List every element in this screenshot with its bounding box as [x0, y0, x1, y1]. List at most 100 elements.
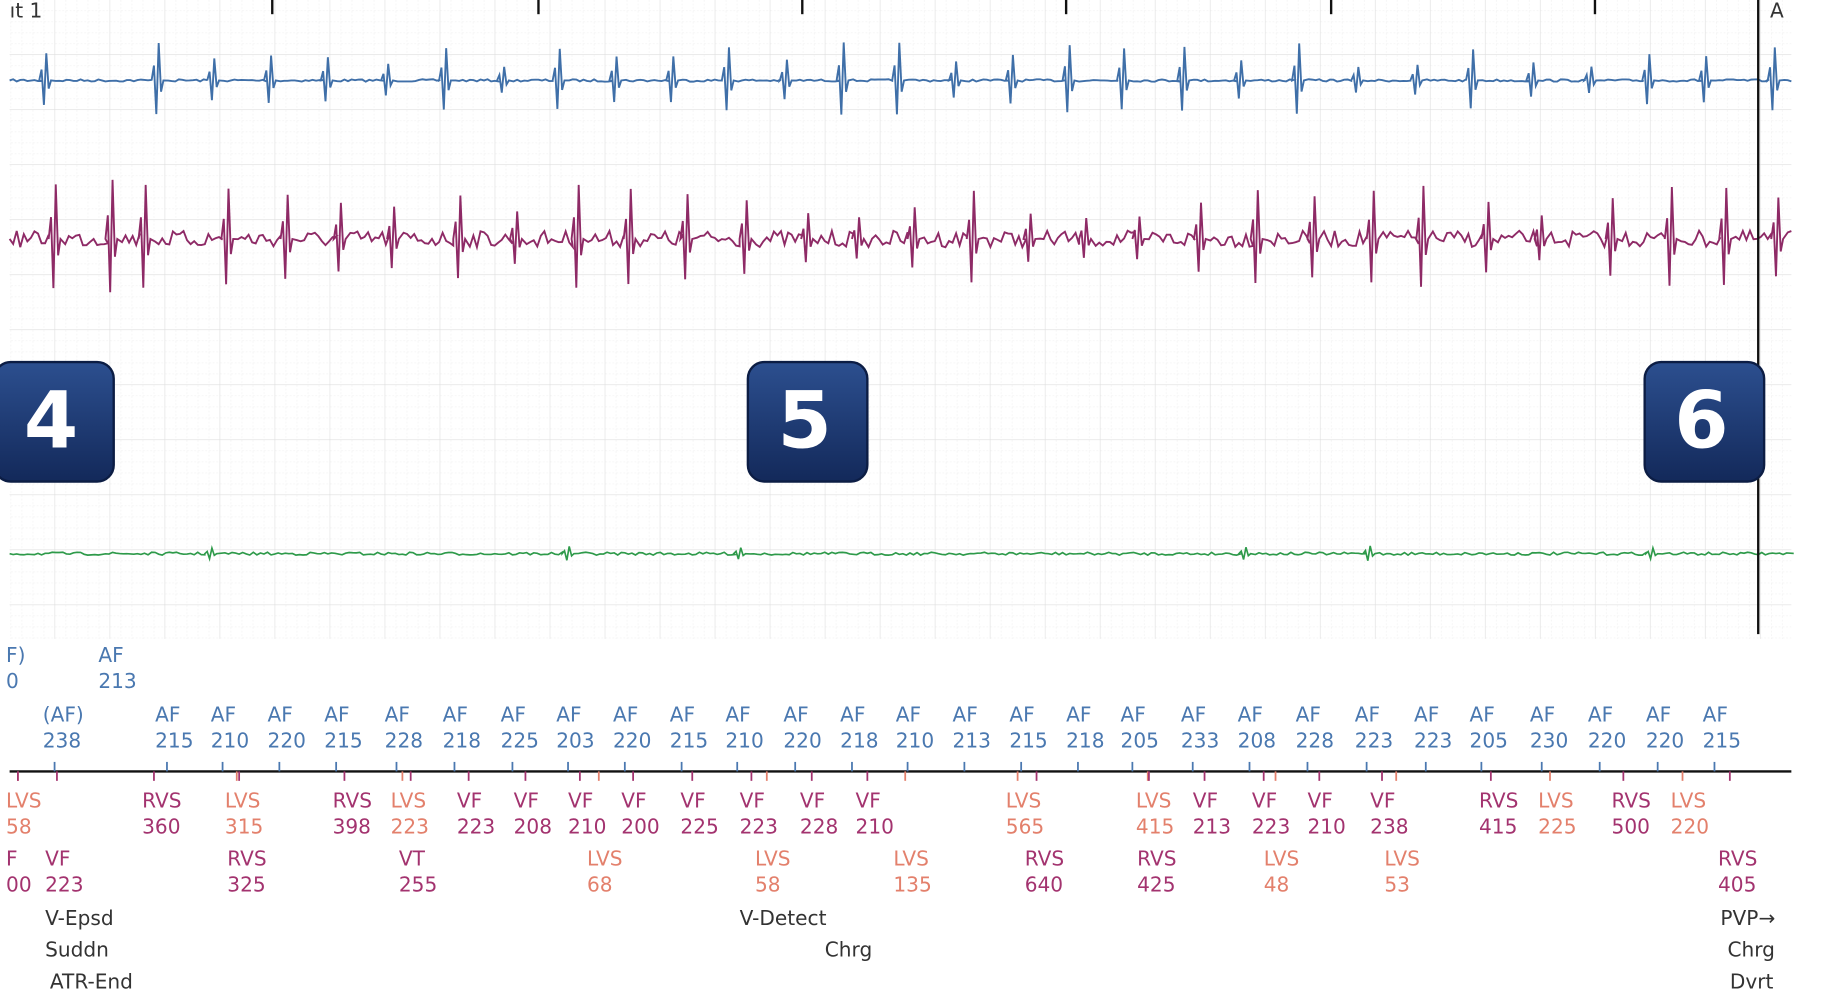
marker-value: 223	[1252, 815, 1290, 839]
marker-value: 225	[501, 728, 539, 752]
marker-value: 48	[1264, 873, 1290, 897]
marker-value: 223	[740, 815, 778, 839]
marker-value: 205	[1470, 728, 1508, 752]
marker-label: RVS	[1612, 789, 1651, 813]
marker-label: LVS	[1136, 789, 1172, 813]
marker-label: AF	[1355, 702, 1380, 726]
marker-value: 220	[1646, 728, 1684, 752]
marker-label: AF	[1238, 702, 1263, 726]
marker-value: 213	[953, 728, 991, 752]
marker-value: 398	[333, 815, 371, 839]
marker-label: VF	[800, 789, 825, 813]
marker-label: AF	[324, 702, 349, 726]
annotation: V-Epsd	[45, 906, 114, 930]
marker-value: 223	[1414, 728, 1452, 752]
annotation: ATR-End	[50, 970, 133, 994]
marker-value: 215	[155, 728, 193, 752]
marker-label: AF	[556, 702, 581, 726]
marker-label: AF	[155, 702, 180, 726]
marker-value: 228	[1296, 728, 1334, 752]
marker-value: 223	[45, 873, 83, 897]
badges: 4 5 6	[0, 360, 1766, 483]
marker-value: 238	[1370, 815, 1408, 839]
waveform	[8, 179, 1792, 293]
badge	[0, 360, 115, 483]
marker-label: VF	[45, 847, 70, 871]
marker-label: AF	[670, 702, 695, 726]
marker-value: 228	[800, 815, 838, 839]
marker-label: AF	[725, 702, 750, 726]
marker-label: AF	[840, 702, 865, 726]
marker-value: 218	[443, 728, 481, 752]
marker-value: 58	[755, 873, 781, 897]
marker-value: 415	[1136, 815, 1174, 839]
marker-label: LVS	[1264, 847, 1300, 871]
marker-label: AF	[501, 702, 526, 726]
marker-label: VF	[1370, 789, 1395, 813]
marker-value: 220	[613, 728, 651, 752]
marker-value: 210	[1307, 815, 1345, 839]
marker-value: 218	[840, 728, 878, 752]
marker-value: 228	[385, 728, 423, 752]
marker-value: 205	[1121, 728, 1159, 752]
waveform	[9, 42, 1792, 115]
marker-value: 208	[514, 815, 552, 839]
marker-value: 215	[1009, 728, 1047, 752]
marker-value: 233	[1181, 728, 1219, 752]
marker-label: LVS	[893, 847, 929, 871]
marker-value: 203	[556, 728, 594, 752]
marker-label: AF	[1121, 702, 1146, 726]
marker-label: LVS	[6, 789, 42, 813]
annotation: Suddn	[45, 938, 109, 962]
marker-label: LVS	[587, 847, 623, 871]
annotation: Dvrt	[1730, 970, 1774, 994]
waveform	[9, 544, 1794, 562]
marker-value: 215	[1703, 728, 1741, 752]
marker-label: VF	[568, 789, 593, 813]
marker-value: 405	[1718, 873, 1756, 897]
marker-value: 210	[856, 815, 894, 839]
markers: F)0AF213(AF)238AF215AF210AF220AF215AF228…	[6, 643, 1775, 994]
marker-label: AF	[1414, 702, 1439, 726]
marker-label: VF	[621, 789, 646, 813]
marker-label: VF	[514, 789, 539, 813]
marker-label: VF	[1307, 789, 1332, 813]
marker-label: VF	[1193, 789, 1218, 813]
waveforms	[8, 42, 1794, 562]
marker-label: RVS	[1718, 847, 1757, 871]
marker-value: 58	[6, 815, 32, 839]
badge	[746, 360, 869, 483]
marker-value: 68	[587, 873, 613, 897]
marker-value: 325	[227, 873, 265, 897]
marker-value: 565	[1006, 815, 1044, 839]
marker-value: 208	[1238, 728, 1276, 752]
marker-value: 210	[211, 728, 249, 752]
marker-label: LVS	[1384, 847, 1420, 871]
marker-label: AF	[783, 702, 808, 726]
marker-label: AF	[1296, 702, 1321, 726]
marker-label: AF	[896, 702, 921, 726]
marker-value: 53	[1384, 873, 1410, 897]
marker-value: 223	[457, 815, 495, 839]
marker-label: AF	[211, 702, 236, 726]
marker-label: VF	[680, 789, 705, 813]
badge-label: 5	[777, 376, 831, 466]
marker-label: VF	[856, 789, 881, 813]
annotation: Chrg	[1727, 938, 1774, 962]
badge	[1643, 360, 1766, 483]
marker-value: 200	[621, 815, 659, 839]
marker-label: LVS	[1671, 789, 1707, 813]
annotation: Chrg	[825, 938, 872, 962]
marker-label: AF	[1009, 702, 1034, 726]
marker-value: 230	[1530, 728, 1568, 752]
marker-label: AF	[1646, 702, 1671, 726]
marker-label: AF	[385, 702, 410, 726]
marker-label: AF	[1470, 702, 1495, 726]
marker-label: RVS	[1025, 847, 1064, 871]
marker-value: 415	[1479, 815, 1517, 839]
marker-value: 500	[1612, 815, 1650, 839]
marker-value: 223	[1355, 728, 1393, 752]
marker-value: 238	[43, 728, 81, 752]
marker-label: LVS	[1006, 789, 1042, 813]
marker-value: 425	[1137, 873, 1175, 897]
